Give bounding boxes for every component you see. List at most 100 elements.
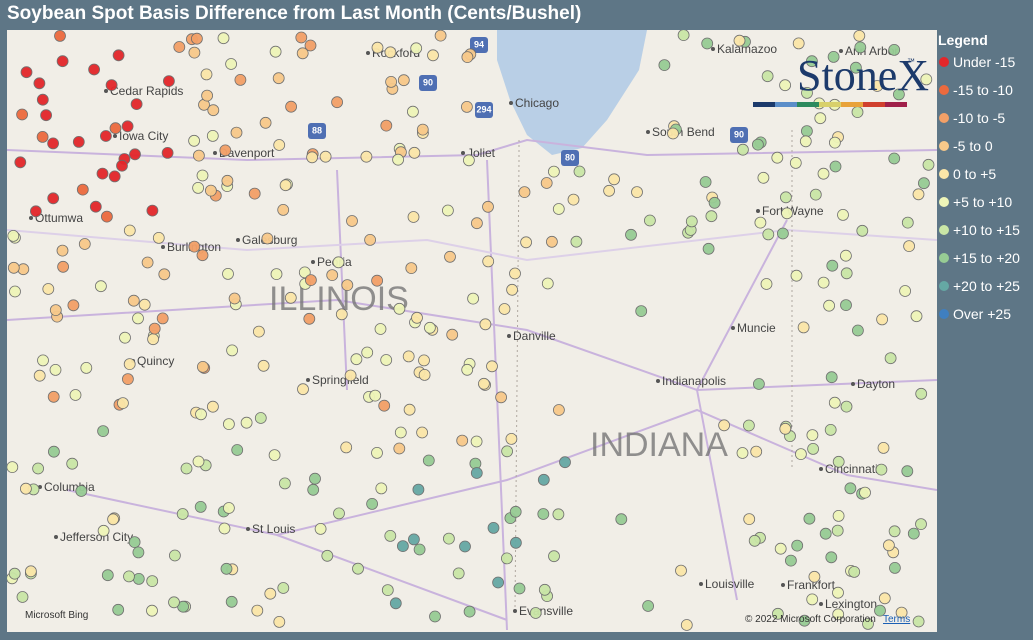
location-dot [423, 321, 436, 334]
location-dot [326, 269, 339, 282]
location-dot [509, 536, 522, 549]
location-dot [141, 256, 154, 269]
location-dot [57, 260, 69, 273]
location-dot [196, 360, 209, 373]
legend: Legend Under -15 -15 to -10 -10 to -5 -5 to… [938, 32, 1020, 334]
location-dot [456, 434, 469, 447]
location-dot [29, 205, 42, 218]
location-dot [296, 47, 309, 60]
location-dot [9, 285, 21, 298]
location-dot [462, 154, 475, 167]
city-marker [236, 238, 240, 242]
legend-swatch [939, 113, 949, 123]
location-dot [859, 486, 871, 499]
location-dot [854, 41, 867, 54]
highway-shield [730, 127, 748, 143]
location-dot [384, 46, 397, 59]
location-dot [748, 534, 761, 547]
location-dot [570, 235, 583, 248]
location-dot [899, 285, 911, 297]
highway-shield [419, 75, 437, 91]
location-dot [8, 567, 21, 580]
location-dot [16, 591, 29, 603]
location-dot [206, 400, 219, 413]
location-dot [757, 171, 770, 184]
location-dot [384, 529, 397, 542]
location-dot [231, 444, 244, 456]
city-label: South Bend [652, 125, 715, 139]
location-dot [824, 423, 837, 436]
location-dot [920, 73, 933, 86]
location-dot [799, 135, 812, 148]
legend-swatch [939, 281, 949, 291]
location-dot [463, 605, 476, 618]
location-dot [66, 457, 79, 470]
location-dot [780, 191, 792, 204]
location-dot [364, 233, 377, 246]
location-dot [718, 419, 730, 432]
brand-bar [753, 102, 907, 107]
highway-label: 90 [734, 129, 744, 139]
location-dot [33, 369, 46, 382]
location-dot [378, 399, 391, 412]
location-dot [444, 250, 456, 263]
legend-label: Over +25 [953, 306, 1011, 322]
location-dot [75, 485, 88, 497]
location-dot [112, 603, 125, 616]
legend-title: Legend [938, 32, 988, 48]
terms-link[interactable]: Terms [883, 614, 910, 625]
city-label: Columbia [44, 480, 95, 494]
location-dot [795, 448, 807, 461]
location-dot [221, 174, 234, 187]
location-dot [832, 586, 844, 599]
location-dot [733, 34, 746, 47]
location-dot [705, 210, 718, 223]
location-dot [808, 570, 821, 583]
location-dot [7, 229, 20, 242]
location-dot [47, 192, 60, 205]
location-dot [297, 383, 309, 396]
city-label: Cedar Rapids [110, 84, 183, 98]
location-dot [147, 333, 160, 346]
legend-swatch [939, 309, 949, 319]
location-dot [625, 228, 637, 241]
legend-label: 0 to +5 [953, 166, 997, 182]
location-dot [307, 483, 320, 496]
location-dot [335, 308, 348, 321]
location-dot [809, 188, 822, 201]
highway-shield [475, 102, 493, 118]
city-label: Dayton [857, 377, 895, 391]
location-dot [752, 138, 764, 151]
location-dot [173, 41, 186, 53]
city-marker [711, 47, 715, 51]
location-dot [832, 509, 845, 522]
location-dot [852, 324, 864, 337]
location-dot [416, 123, 429, 136]
location-dot [461, 51, 474, 64]
location-dot [95, 280, 107, 293]
location-dot [371, 446, 383, 459]
location-dot [832, 455, 845, 468]
location-dot [346, 215, 358, 227]
location-dot [192, 455, 205, 468]
location-dot [132, 573, 145, 585]
location-dot [427, 49, 439, 62]
city-label: Evansville [519, 604, 573, 618]
city-marker [54, 535, 58, 539]
location-dot [479, 318, 492, 331]
highway-label: 90 [423, 77, 433, 87]
location-dot [371, 274, 384, 287]
location-dot [737, 143, 749, 156]
location-dot [129, 148, 141, 161]
location-dot [138, 298, 151, 311]
legend-item: 0 to +5 [938, 166, 1020, 194]
location-dot [470, 467, 483, 479]
location-dot [168, 549, 181, 562]
location-dot [895, 606, 908, 619]
location-dot [273, 616, 286, 628]
location-dot [915, 518, 927, 531]
city-marker [161, 245, 165, 249]
location-dot [176, 508, 189, 520]
location-dot [883, 539, 895, 552]
brand-stripe [841, 102, 863, 107]
